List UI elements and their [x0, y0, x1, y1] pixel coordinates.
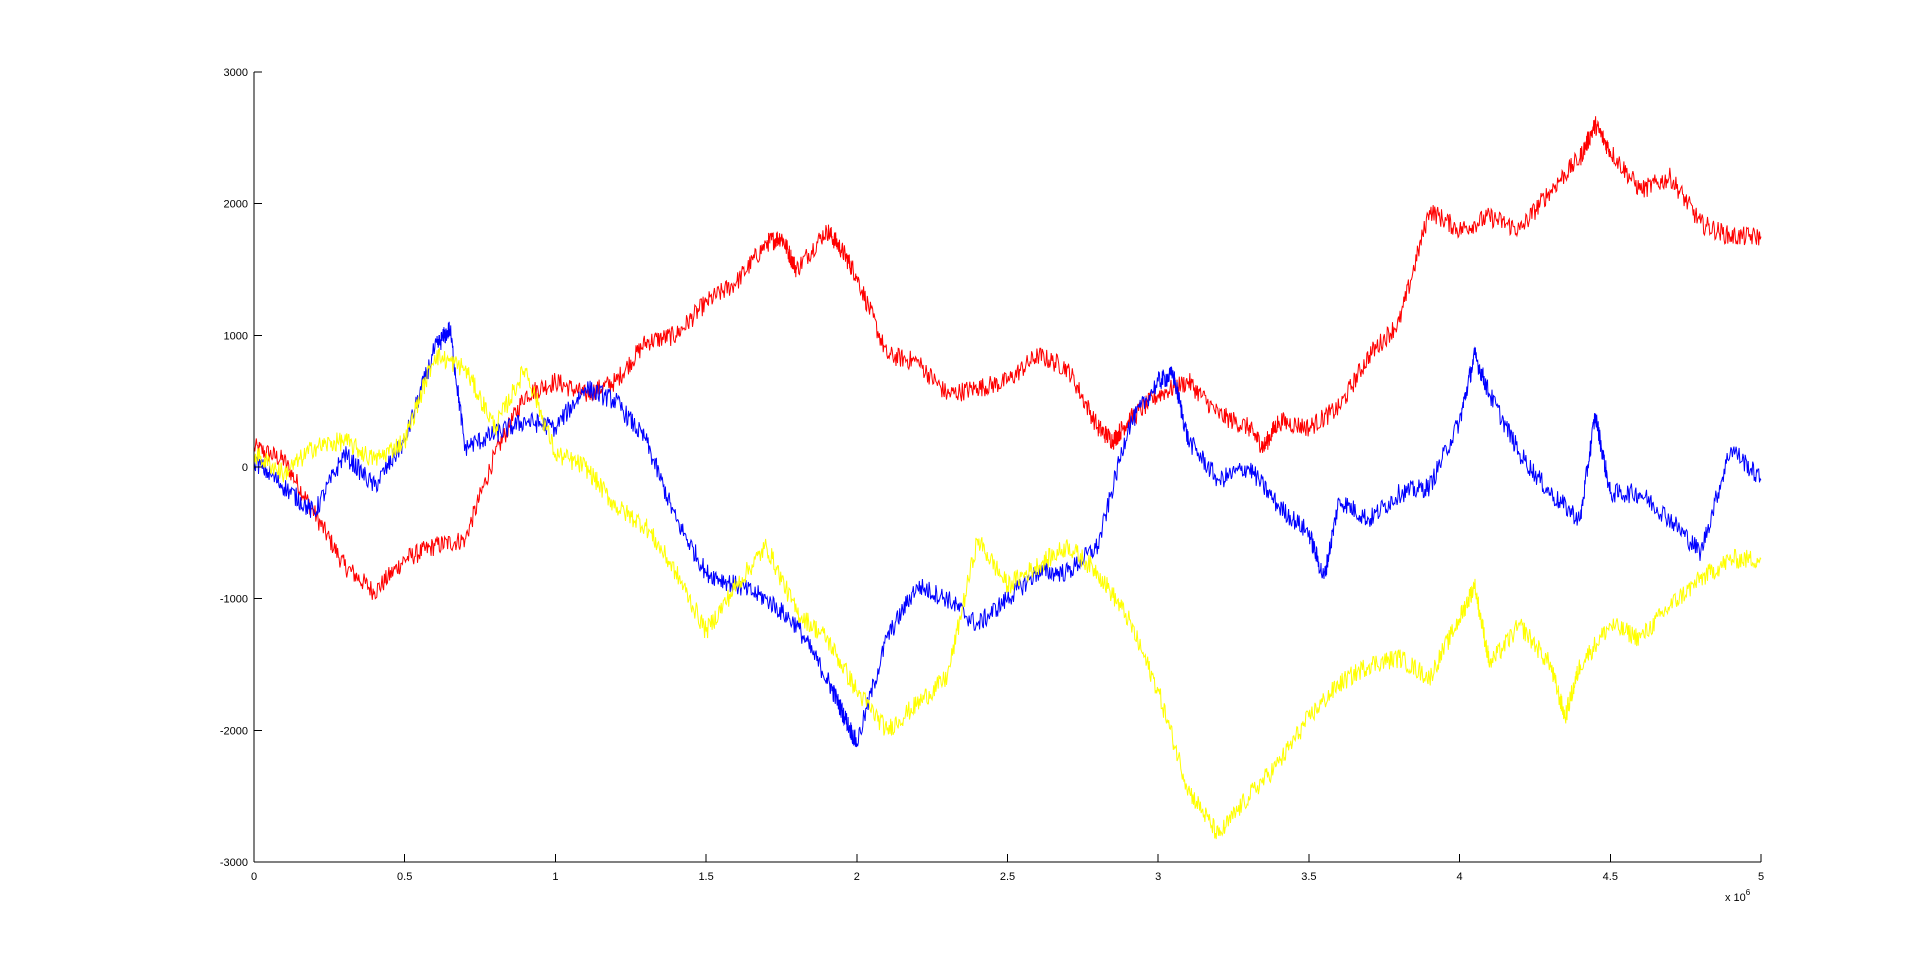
x-tick-label: 3.5 [1301, 871, 1316, 883]
x-tick-label: 0 [251, 871, 257, 883]
y-ticks: -3000 -2000 -1000 0 1000 2000 3000 [220, 67, 262, 869]
x-axis-multiplier-base: x 10 [1725, 892, 1746, 904]
series-group [253, 116, 1762, 840]
x-tick-label: 1 [552, 871, 558, 883]
x-tick-label: 2.5 [1000, 871, 1015, 883]
y-tick-label: 1000 [224, 330, 248, 342]
y-tick-label: 0 [242, 462, 248, 474]
x-tick-label: 0.5 [397, 871, 412, 883]
x-tick-label: 3 [1155, 871, 1161, 883]
y-tick-label: 2000 [224, 199, 248, 211]
y-tick-label: 3000 [224, 67, 248, 79]
x-tick-label: 4 [1457, 871, 1463, 883]
y-tick-label: -1000 [220, 594, 248, 606]
y-tick-label: -3000 [220, 857, 248, 869]
x-tick-label: 2 [854, 871, 860, 883]
x-tick-label: 1.5 [698, 871, 713, 883]
y-tick-label: -2000 [220, 725, 248, 737]
series-line-blue [253, 321, 1762, 748]
x-tick-label: 5 [1758, 871, 1764, 883]
series-line-red [253, 116, 1762, 600]
x-ticks: 0 0.5 1 1.5 2 2.5 3 3.5 4 4.5 5 [251, 854, 1764, 883]
x-axis-multiplier-exponent: 6 [1746, 888, 1751, 897]
x-axis-multiplier: x 106 [1725, 888, 1751, 904]
x-tick-label: 4.5 [1603, 871, 1618, 883]
series-line-yellow [253, 347, 1762, 840]
